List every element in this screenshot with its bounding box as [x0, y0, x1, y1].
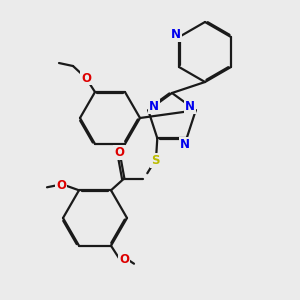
Text: N: N: [185, 100, 195, 113]
Text: S: S: [151, 154, 160, 167]
Text: N: N: [180, 138, 190, 151]
Text: O: O: [119, 253, 129, 266]
Text: O: O: [81, 71, 91, 85]
Text: O: O: [56, 179, 66, 192]
Text: N: N: [171, 28, 181, 41]
Text: N: N: [149, 100, 159, 113]
Text: O: O: [114, 146, 124, 159]
